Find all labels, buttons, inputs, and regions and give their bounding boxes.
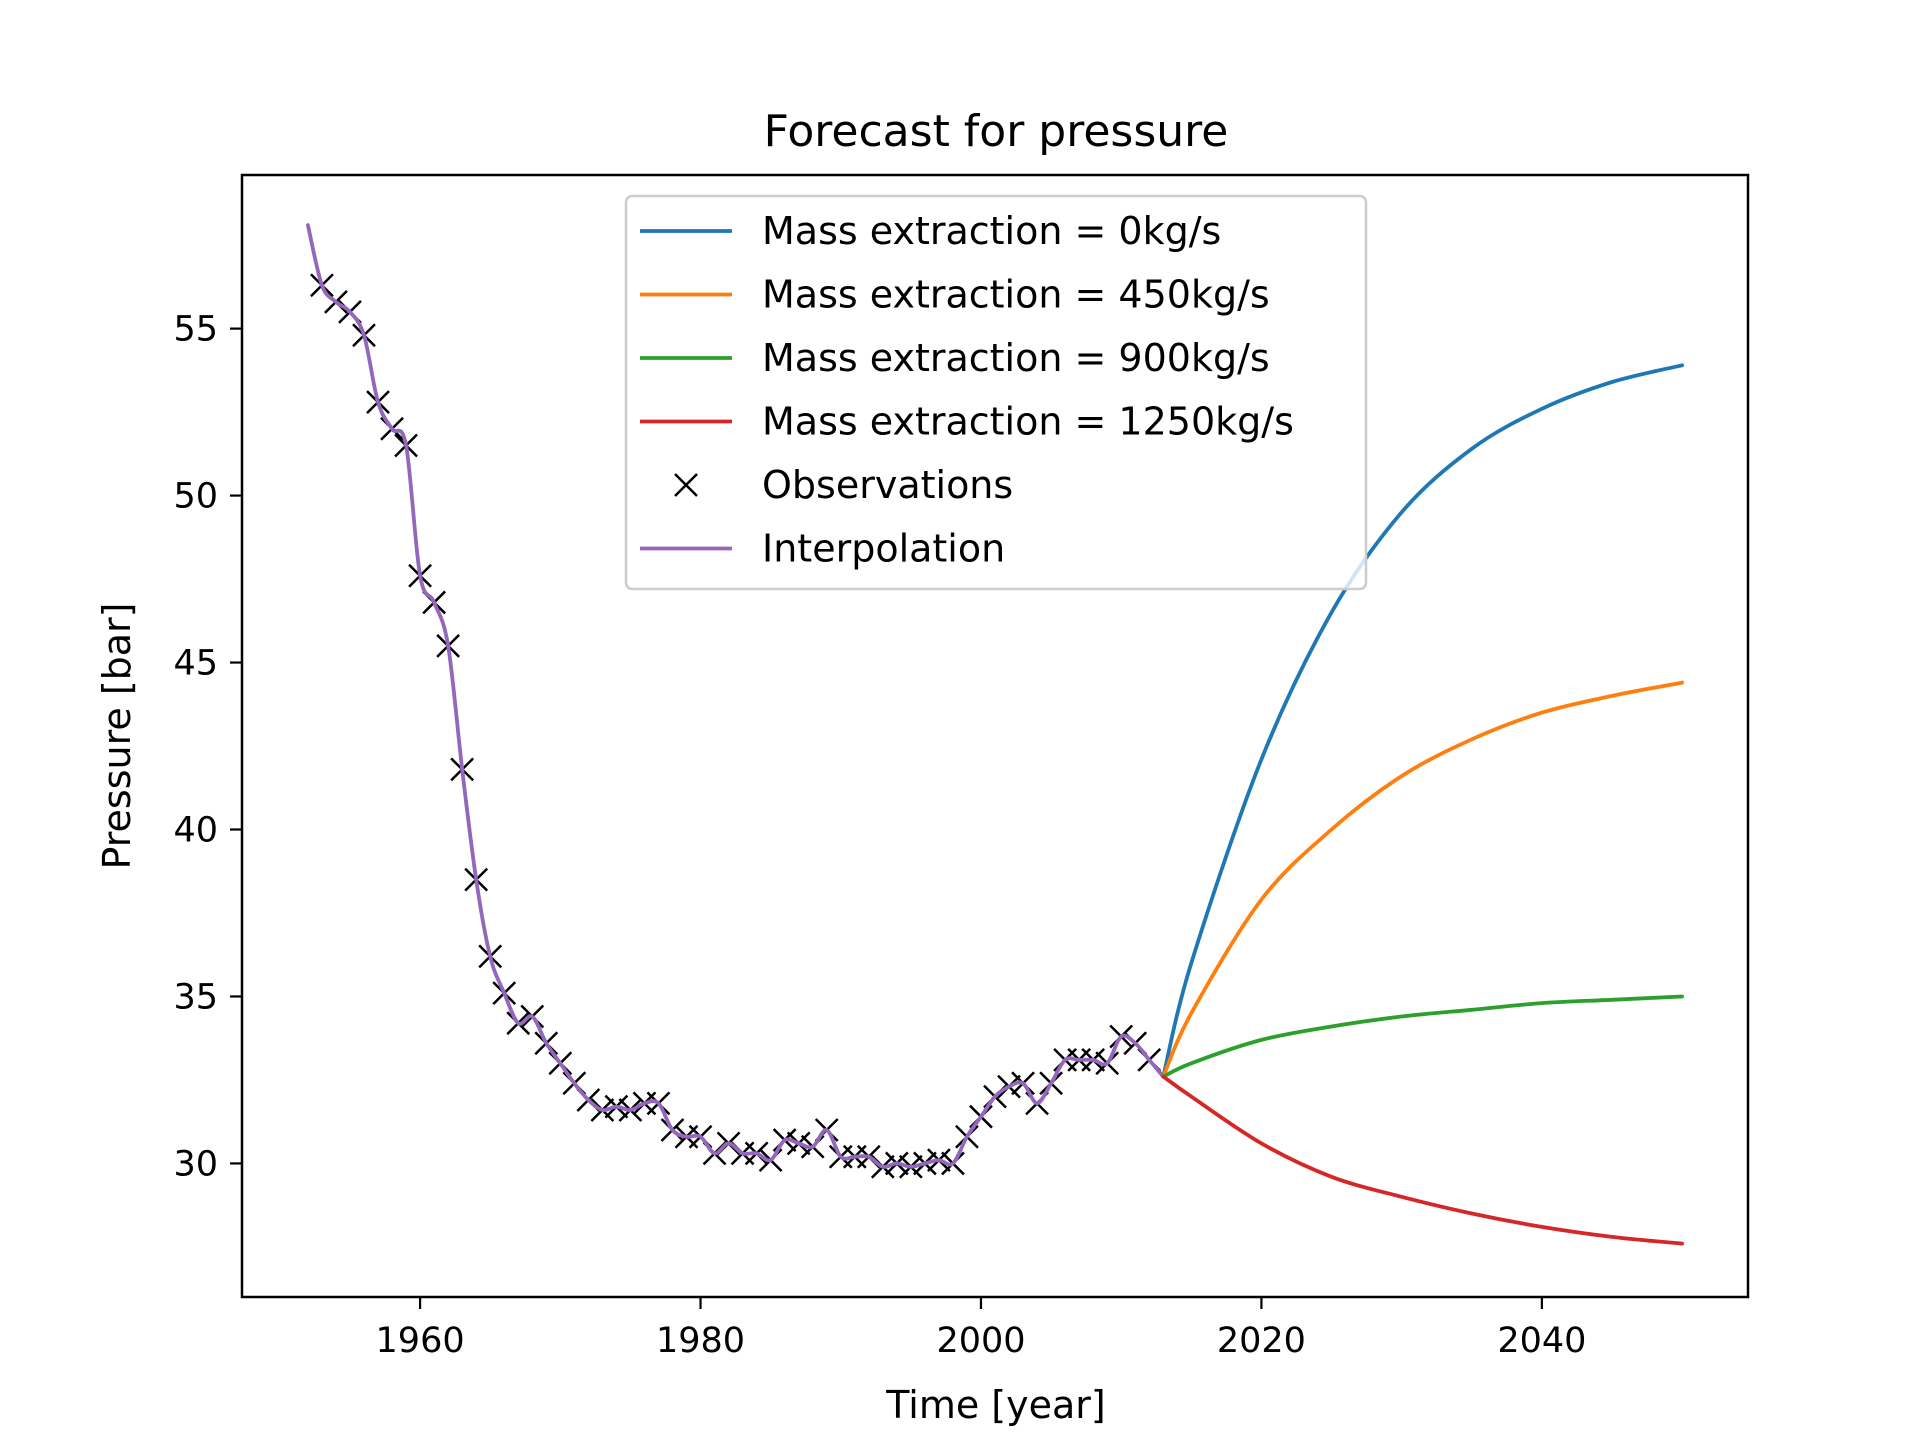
legend-label: Mass extraction = 0kg/s xyxy=(762,209,1221,253)
y-tick-label: 55 xyxy=(173,310,218,350)
chart-title: Forecast for pressure xyxy=(764,106,1229,157)
legend-item-mass-extraction-1250kg-s: Mass extraction = 1250kg/s xyxy=(640,400,1294,444)
interpolation-line xyxy=(306,223,1166,1169)
legend-label: Observations xyxy=(762,463,1013,507)
forecast-line-mass-extraction-450kg-s xyxy=(1161,680,1684,1079)
y-tick-label: 35 xyxy=(173,977,218,1017)
legend-item-mass-extraction-900kg-s: Mass extraction = 900kg/s xyxy=(640,336,1270,380)
x-axis: 1960 1980 2000 2020 2040 xyxy=(376,1297,1586,1361)
forecast-line-mass-extraction-0kg-s xyxy=(1161,363,1684,1079)
y-tick-label: 50 xyxy=(173,477,218,517)
x-tick-label: 2000 xyxy=(936,1321,1025,1361)
x-tick-label: 2020 xyxy=(1217,1321,1306,1361)
legend-label: Mass extraction = 450kg/s xyxy=(762,273,1270,317)
legend: Mass extraction = 0kg/s Mass extraction =… xyxy=(624,194,1368,591)
y-axis-label: Pressure [bar] xyxy=(95,602,139,869)
x-tick-label: 1980 xyxy=(656,1321,745,1361)
legend-label: Interpolation xyxy=(762,527,1005,571)
legend-label: Mass extraction = 1250kg/s xyxy=(762,400,1294,444)
forecast-line-mass-extraction-900kg-s xyxy=(1161,994,1684,1079)
legend-item-interpolation: Interpolation xyxy=(640,527,1005,571)
plot-frame xyxy=(240,173,1750,1299)
legend-item-mass-extraction-450kg-s: Mass extraction = 450kg/s xyxy=(640,273,1270,317)
legend-marker xyxy=(674,473,698,497)
y-tick-label: 45 xyxy=(173,644,218,684)
legend-item-observations: Observations xyxy=(674,463,1013,507)
legend-label: Mass extraction = 900kg/s xyxy=(762,336,1270,380)
y-tick-label: 40 xyxy=(173,811,218,851)
y-tick-label: 30 xyxy=(173,1144,218,1184)
x-axis-label: Time [year] xyxy=(885,1383,1106,1427)
forecast-line-mass-extraction-1250kg-s xyxy=(1161,1074,1684,1246)
x-tick-label: 1960 xyxy=(376,1321,465,1361)
legend-item-mass-extraction-0kg-s: Mass extraction = 0kg/s xyxy=(640,209,1221,253)
series-layer xyxy=(306,223,1684,1246)
x-tick-label: 2040 xyxy=(1497,1321,1586,1361)
y-axis: 30 35 40 45 50 55 xyxy=(173,310,242,1184)
legend-frame xyxy=(624,194,1368,591)
